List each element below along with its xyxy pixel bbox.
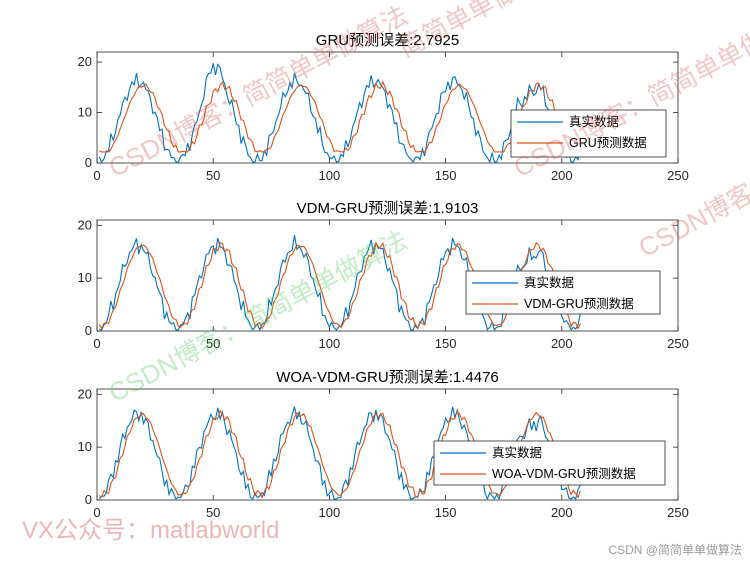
axes-1-title: GRU预测误差:2.7925 <box>316 32 459 49</box>
axes-3-xtick-label: 50 <box>206 505 220 520</box>
axes-1-ytick-label: 0 <box>85 155 92 170</box>
axes-1-legend-label: GRU预测数据 <box>569 135 647 150</box>
axes-2-xtick-label: 50 <box>206 336 220 351</box>
axes-2-series-pred <box>98 241 581 330</box>
axes-3-xtick-label: 100 <box>319 505 341 520</box>
axes-3-title: WOA-VDM-GRU预测误差:1.4476 <box>276 369 499 386</box>
axes-3-series-pred <box>98 409 581 499</box>
axes-1-xtick-label: 0 <box>93 168 100 183</box>
axes-1-xtick-label: 100 <box>319 168 341 183</box>
axes-2-xtick-label: 200 <box>551 336 573 351</box>
axes-2-xtick-label: 150 <box>435 336 457 351</box>
axes-2-legend-label: 真实数据 <box>524 275 574 290</box>
axes-1-legend-label: 真实数据 <box>569 114 619 129</box>
axes-3-ytick-label: 10 <box>78 439 92 454</box>
axes-2-title: VDM-GRU预测误差:1.9103 <box>297 200 479 217</box>
axes-2-ytick-label: 10 <box>78 270 92 285</box>
axes-2-legend-label: VDM-GRU预测数据 <box>524 296 634 311</box>
axes-1-xtick-label: 250 <box>667 168 689 183</box>
axes-3-ytick-label: 20 <box>78 386 92 401</box>
axes-2-legend <box>465 270 661 315</box>
axes-1-ytick-label: 10 <box>78 105 92 120</box>
axes-2-xtick-label: 250 <box>667 336 689 351</box>
axes-1-xtick-label: 200 <box>551 168 573 183</box>
axes-1-legend <box>510 109 667 158</box>
axes-3-legend <box>433 440 666 486</box>
axes-1-series-pred <box>99 80 581 153</box>
axes-2-ytick-label: 0 <box>85 323 92 338</box>
axes-3-xtick-label: 0 <box>93 505 100 520</box>
axes-3-xtick-label: 200 <box>551 505 573 520</box>
axes-3-xtick-label: 150 <box>435 505 457 520</box>
axes-3-ytick-label: 0 <box>85 492 92 507</box>
axes-3-legend-label: WOA-VDM-GRU预测数据 <box>492 466 636 481</box>
axes-3-xtick-label: 250 <box>667 505 689 520</box>
axes-2-ytick-label: 20 <box>78 217 92 232</box>
axes-2-xtick-label: 0 <box>93 336 100 351</box>
axes-1-xtick-label: 50 <box>206 168 220 183</box>
axes-1-series-true <box>98 63 581 164</box>
axes-3-legend-label: 真实数据 <box>492 445 542 460</box>
axes-2-xtick-label: 100 <box>319 336 341 351</box>
axes-1-ytick-label: 20 <box>78 54 92 69</box>
axes-1-xtick-label: 150 <box>435 168 457 183</box>
